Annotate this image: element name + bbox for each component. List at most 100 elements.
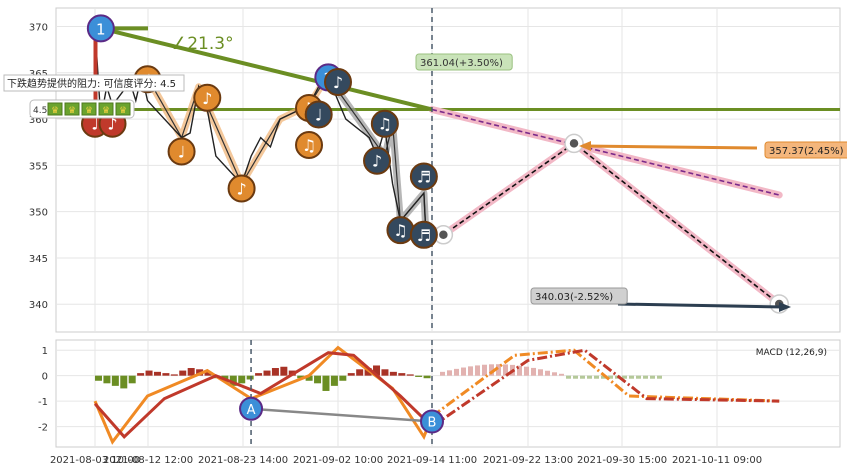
- macd-histogram-bar: [406, 374, 414, 376]
- macd-histogram-bar: [128, 375, 136, 384]
- macd-histogram-bar-forecast: [517, 365, 522, 376]
- x-tick-label: 2021-08-12 12:00: [103, 455, 193, 466]
- macd-histogram-bar: [162, 373, 170, 376]
- signal-line-forecast: [431, 348, 780, 428]
- tooltip-score: 4.5: [33, 106, 47, 116]
- macd-histogram-bar-forecast: [636, 375, 641, 379]
- macd-histogram-bar: [187, 368, 195, 376]
- macd-histogram-bar: [145, 370, 153, 376]
- macd-histogram-bar-forecast: [580, 375, 585, 379]
- macd-legend: MACD (12,26,9): [756, 348, 827, 358]
- price-y-tick-label: 350: [29, 208, 48, 219]
- macd-histogram-bar-forecast: [489, 364, 494, 376]
- macd-histogram-bar-forecast: [552, 372, 557, 376]
- macd-histogram-bar: [389, 371, 397, 376]
- divergence-line: [250, 407, 433, 423]
- pattern-marker[interactable]: [304, 100, 333, 129]
- macd-histogram-bar-forecast: [559, 373, 564, 376]
- pattern-marker[interactable]: [86, 14, 115, 43]
- macd-y-tick-label: 1: [42, 346, 48, 357]
- divergence-marker[interactable]: [239, 396, 264, 421]
- macd-histogram-bar-forecast: [643, 375, 648, 379]
- macd-histogram-bar-forecast: [657, 375, 662, 379]
- macd-histogram-bar-forecast: [524, 366, 529, 376]
- macd-panel: [55, 339, 841, 448]
- macd-histogram-bar: [246, 375, 254, 380]
- macd-histogram-bar-forecast: [496, 364, 501, 376]
- macd-histogram-bar: [263, 370, 271, 376]
- pattern-marker-label: ♫: [393, 221, 407, 240]
- pattern-marker[interactable]: [363, 146, 392, 175]
- pattern-marker[interactable]: [409, 162, 438, 191]
- x-tick-label: 2021-08-23 14:00: [198, 455, 288, 466]
- macd-histogram-bar-forecast: [475, 365, 480, 376]
- divergence-marker-label: A: [247, 403, 256, 418]
- tooltip-badge-glyph: ♛: [51, 106, 59, 116]
- pattern-marker[interactable]: [324, 68, 352, 97]
- pattern-marker-label: ♪: [107, 115, 117, 134]
- resistance-tooltip-box: [3, 74, 185, 92]
- x-tick-label: 2021-10-11 09:00: [672, 455, 762, 466]
- forecast-arrow-up-head: [579, 141, 591, 151]
- pattern-marker[interactable]: [167, 137, 196, 166]
- macd-histogram-bar: [204, 371, 212, 376]
- price-y-tick-label: 340: [29, 300, 48, 311]
- downtrend-line: [100, 26, 433, 112]
- macd-line-forecast: [431, 348, 780, 418]
- tooltip-badge-glyph: ♛: [85, 106, 93, 116]
- macd-histogram-bar: [381, 369, 389, 376]
- macd-histogram-bar-forecast: [482, 364, 487, 376]
- price-y-tick-label: 360: [29, 115, 48, 126]
- pattern-marker[interactable]: [409, 220, 438, 249]
- pattern-marker[interactable]: [193, 83, 222, 112]
- macd-histogram-bar: [280, 366, 288, 376]
- x-tick-label: 2021-09-02 10:00: [293, 455, 383, 466]
- forecast-line: [431, 108, 780, 196]
- macd-histogram-bar: [314, 375, 322, 384]
- macd-y-tick-label: -1: [38, 397, 48, 408]
- x-tick-label: 2021-09-22 13:00: [483, 455, 573, 466]
- tooltip-badge-icon: [98, 102, 114, 116]
- macd-histogram-bar: [255, 373, 263, 376]
- annotation-mid-target: 357.37(2.45%): [769, 146, 844, 157]
- pattern-marker[interactable]: [370, 109, 399, 138]
- macd-line: [93, 345, 434, 445]
- macd-histogram-bar-forecast: [629, 375, 634, 379]
- pattern-marker-label: ♫: [302, 136, 316, 155]
- pattern-marker-label: ♬: [417, 226, 431, 245]
- macd-histogram-bar-forecast: [594, 375, 599, 379]
- pattern-marker-label: ♩: [91, 115, 99, 134]
- x-tick-label: 2021-09-14 11:00: [387, 455, 477, 466]
- macd-histogram-bar-forecast: [566, 375, 571, 379]
- divergence-marker[interactable]: [420, 409, 444, 434]
- macd-histogram-bar: [271, 368, 279, 376]
- pattern-marker[interactable]: [295, 131, 324, 160]
- macd-histogram-bar: [229, 375, 237, 386]
- macd-histogram-bar-forecast: [587, 375, 592, 379]
- macd-histogram-bar: [398, 373, 406, 376]
- annotation-upper-target: 361.04(+3.50%): [420, 58, 503, 69]
- macd-histogram-bar-forecast: [531, 367, 536, 376]
- forecast-target-dot: [568, 137, 580, 150]
- pattern-marker[interactable]: [227, 174, 256, 203]
- annotation-mid-target-box: [764, 141, 847, 159]
- macd-histogram-bar-forecast: [454, 368, 459, 376]
- macd-histogram-bar: [137, 373, 145, 376]
- pattern-marker-label: ♪: [333, 73, 343, 92]
- macd-histogram-bar: [238, 375, 246, 384]
- macd-y-tick-label: -2: [38, 423, 48, 434]
- macd-histogram-bar-forecast: [601, 375, 606, 379]
- macd-histogram-bar-forecast: [503, 364, 508, 376]
- price-y-tick-label: 370: [29, 23, 48, 34]
- macd-histogram-bar: [347, 373, 355, 376]
- macd-histogram-bar-forecast: [545, 370, 550, 376]
- forecast-arrow-down: [617, 302, 784, 309]
- macd-histogram-bar-forecast: [461, 367, 466, 376]
- macd-histogram-bar: [373, 365, 381, 376]
- pattern-marker-label: 1: [96, 20, 106, 38]
- annotation-lower-target: 340.03(-2.52%): [535, 292, 613, 303]
- forecast-arrow-down-head: [779, 302, 791, 312]
- macd-y-tick-label: 0: [42, 372, 48, 383]
- macd-histogram-bar-forecast: [608, 375, 613, 379]
